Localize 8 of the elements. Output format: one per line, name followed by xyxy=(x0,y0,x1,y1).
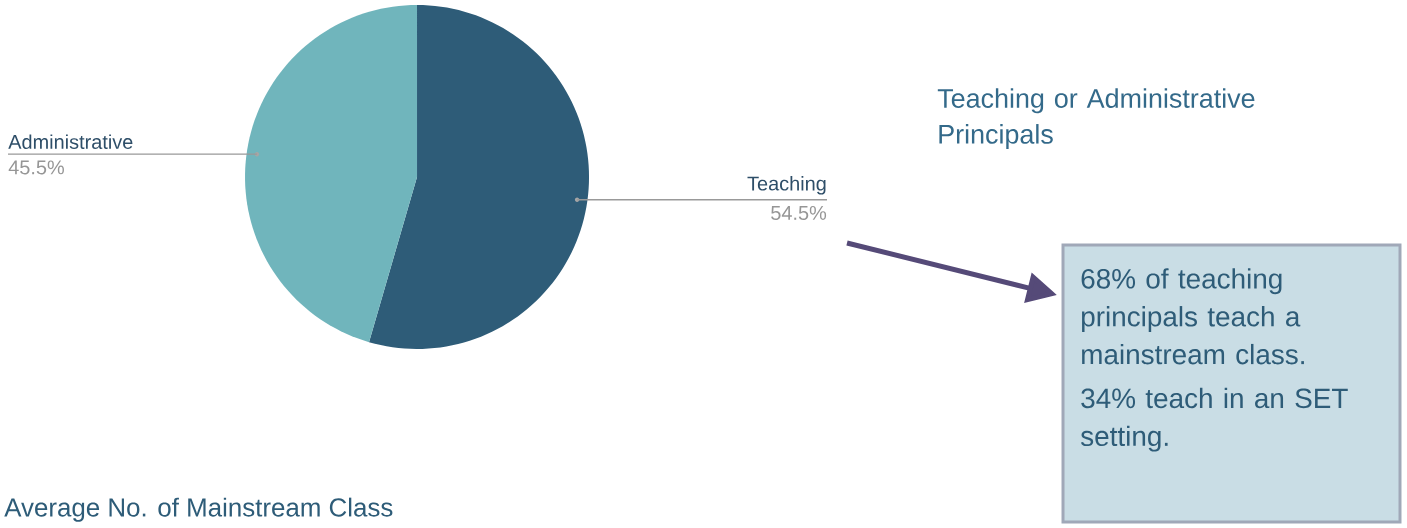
text: Average No. of Mainstream Class xyxy=(4,497,393,522)
slice-label: Teaching xyxy=(747,176,826,195)
data-label: 54.5% xyxy=(771,205,827,220)
text: 68% of teaching principals teach a mainstream class. xyxy=(1081,268,1304,365)
text: 34% teach in an SET setting. xyxy=(1080,387,1348,452)
slice-label: Administrative xyxy=(8,134,133,149)
text: Teaching or Administrative Principals xyxy=(937,88,1255,150)
data-label: 45.5% xyxy=(8,160,64,175)
